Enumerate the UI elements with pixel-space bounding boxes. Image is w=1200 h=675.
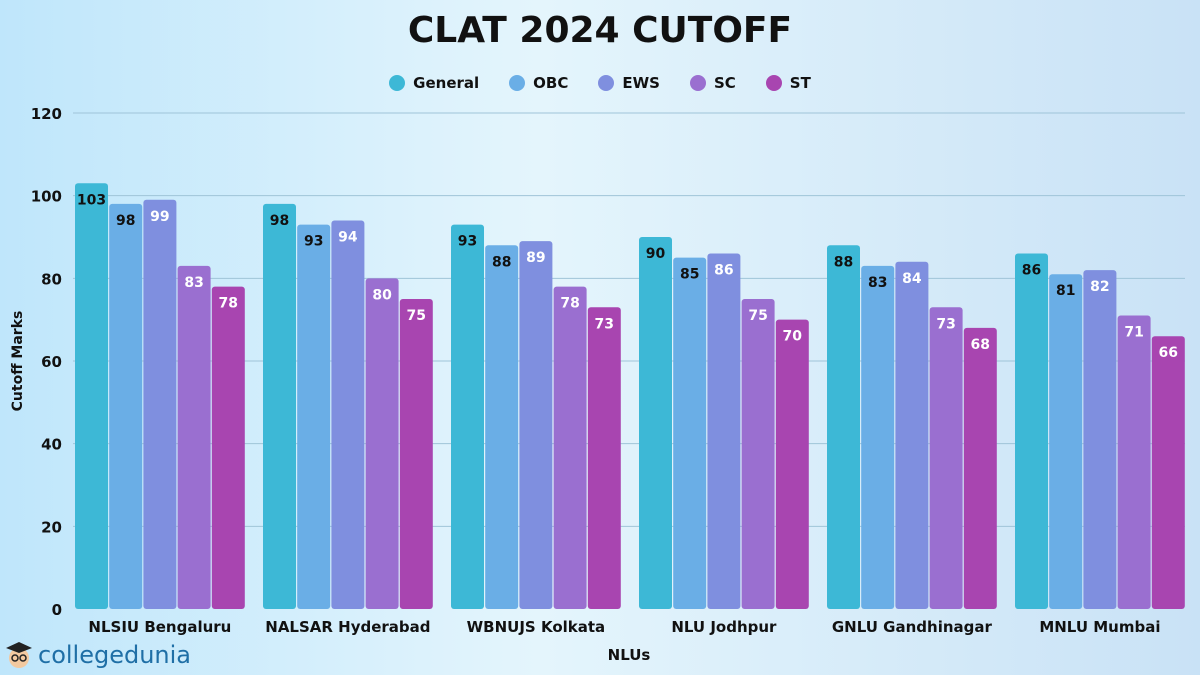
legend-label: EWS [622,74,660,92]
bar-st [587,307,621,609]
bar-general [639,237,672,609]
data-label: 88 [492,254,511,270]
y-tick-label: 40 [41,436,62,454]
data-label: 93 [304,234,323,250]
data-label: 98 [270,213,289,229]
data-label: 86 [714,263,733,279]
legend-swatch [765,75,782,91]
data-label: 93 [458,234,477,250]
collegedunia-logo: collegedunia [4,640,191,670]
data-label: 80 [372,287,392,303]
legend-label: General [413,74,480,92]
bar-ews [1083,270,1117,609]
bar-sc [929,307,963,609]
bar-obc [1049,274,1083,609]
legend-label: SC [713,74,736,92]
bar-sc [741,299,775,609]
bar-sc [177,265,211,609]
x-tick-label: GNLU Gandhinagar [832,618,993,636]
data-label: 103 [77,192,106,208]
data-label: 89 [526,250,545,266]
legend-label: ST [789,74,811,92]
bar-general [1015,253,1048,610]
data-label: 75 [407,308,426,324]
data-label: 68 [971,337,990,353]
bar-obc [297,224,331,609]
data-label: 86 [1022,263,1041,279]
x-tick-label: MNLU Mumbai [1039,618,1160,636]
bar-ews [331,220,365,609]
legend-label: OBC [533,74,569,92]
chart-title: CLAT 2024 CUTOFF [407,10,793,51]
bar-ews [707,253,741,610]
y-tick-label: 20 [41,518,62,536]
data-label: 82 [1090,279,1109,295]
legend-swatch [509,75,526,91]
bar-sc [553,286,587,609]
data-label: 73 [936,316,955,332]
data-label: 73 [595,316,614,332]
data-label: 98 [116,213,135,229]
bar-sc [365,278,399,609]
data-label: 85 [680,267,699,283]
legend-swatch [598,75,615,91]
graduate-mascot-icon [6,642,32,668]
legend-item-general: General [389,74,479,92]
data-label: 88 [834,254,853,270]
legend-swatch [389,75,406,91]
data-label: 81 [1056,283,1075,299]
logo-text: collegedunia [38,641,192,669]
legend-item-ews: EWS [598,74,660,92]
bar-obc [861,265,895,609]
y-tick-label: 0 [52,601,62,619]
bar-general [451,224,484,609]
y-tick-label: 80 [41,270,62,288]
data-label: 90 [646,246,666,262]
bar-obc [485,245,519,609]
x-tick-label: WBNUJS Kolkata [467,618,606,636]
bar-obc [109,203,143,609]
data-label: 99 [150,209,169,225]
data-label: 83 [868,275,887,291]
data-label: 78 [560,296,579,312]
bar-ews [143,199,177,610]
bar-st [399,299,433,609]
x-tick-label: NALSAR Hyderabad [265,618,430,636]
bar-st [963,327,997,609]
legend-item-st: ST [765,74,811,92]
bar-st [775,319,809,609]
x-tick-label: NLSIU Bengaluru [88,618,231,636]
bar-ews [895,261,929,609]
bar-st [1151,336,1185,609]
data-label: 70 [783,329,803,345]
bar-general [263,203,296,609]
data-label: 94 [338,229,358,245]
data-label: 84 [902,271,922,287]
bar-general [827,245,860,609]
y-axis-label: Cutoff Marks [10,311,26,412]
data-label: 78 [219,296,238,312]
bar-general [75,183,108,609]
data-label: 83 [184,275,203,291]
x-tick-label: NLU Jodhpur [671,618,777,636]
data-label: 66 [1159,345,1178,361]
data-label: 71 [1124,325,1143,341]
bar-ews [519,241,553,609]
y-tick-label: 100 [31,188,62,206]
legend: General OBC EWS SC ST [0,74,1200,92]
bar-sc [1117,315,1151,609]
legend-item-obc: OBC [509,74,568,92]
legend-item-sc: SC [689,74,736,92]
bar-obc [673,257,707,609]
x-axis-label: NLUs [608,646,651,664]
y-tick-label: 120 [31,105,62,123]
legend-swatch [689,75,706,91]
bar-st [211,286,245,609]
y-tick-label: 60 [41,353,62,371]
data-label: 75 [748,308,767,324]
